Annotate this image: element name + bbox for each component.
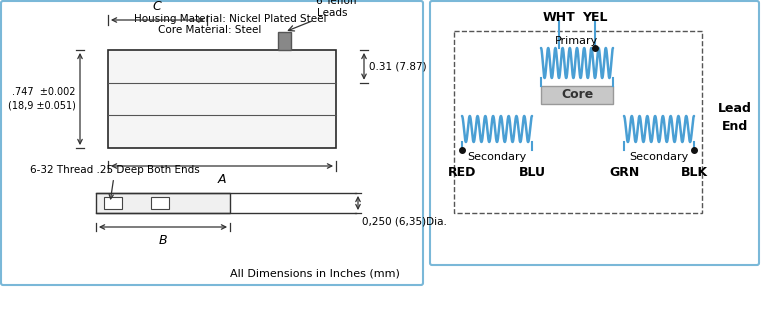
Bar (96, 193, 230, 213)
Text: All Dimensions in Inches (mm): All Dimensions in Inches (mm) (230, 268, 400, 278)
Text: Core: Core (561, 89, 593, 101)
Bar (541, 86, 613, 104)
Text: Housing Material: Nickel Plated Steel: Housing Material: Nickel Plated Steel (134, 14, 326, 24)
Text: 0,250 (6,35)Dia.: 0,250 (6,35)Dia. (362, 216, 447, 226)
Text: C: C (152, 0, 162, 13)
Text: BLU: BLU (518, 166, 546, 179)
Text: 6 Teflon
Leads: 6 Teflon Leads (316, 0, 357, 18)
Text: Secondary: Secondary (467, 152, 527, 162)
FancyBboxPatch shape (1, 1, 423, 285)
FancyBboxPatch shape (430, 1, 759, 265)
Bar (108, 50, 336, 148)
Text: 0.31 (7.87): 0.31 (7.87) (369, 61, 427, 71)
Text: GRN: GRN (609, 166, 639, 179)
Text: WHT: WHT (543, 11, 575, 24)
Text: RED: RED (448, 166, 476, 179)
Bar (278, 32, 291, 50)
Text: 6-32 Thread .25 Deep Both Ends: 6-32 Thread .25 Deep Both Ends (30, 165, 200, 199)
Text: BLK: BLK (680, 166, 708, 179)
Text: A: A (218, 173, 226, 186)
Text: Lead
End: Lead End (718, 102, 752, 134)
Bar (104, 197, 122, 209)
Text: YEL: YEL (582, 11, 608, 24)
Bar (454, 31, 702, 213)
Text: Secondary: Secondary (629, 152, 689, 162)
Text: Primary: Primary (555, 36, 599, 46)
Text: .747  ±0.002
(18,9 ±0.051): .747 ±0.002 (18,9 ±0.051) (8, 87, 76, 111)
Bar (151, 197, 169, 209)
Text: Core Material: Steel: Core Material: Steel (158, 25, 261, 35)
Text: B: B (158, 234, 168, 247)
